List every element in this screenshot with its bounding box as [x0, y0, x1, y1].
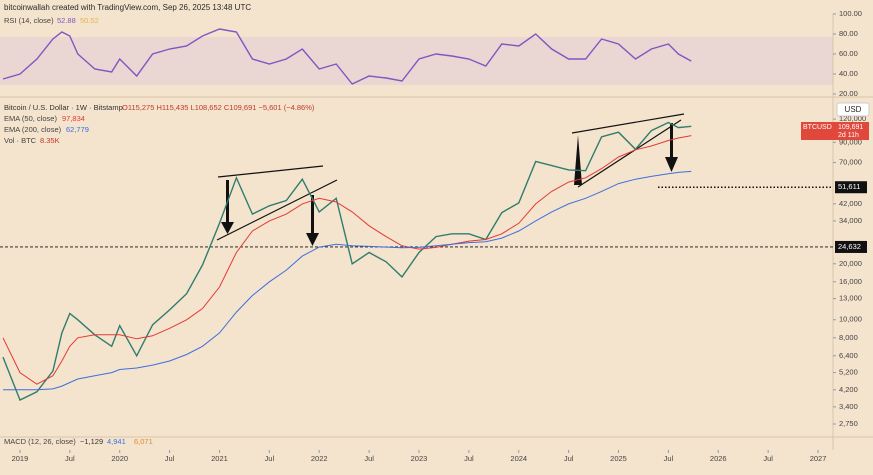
x-tick-label: 2021 [211, 454, 228, 463]
y-tick-label: 2,750 [839, 419, 858, 428]
x-tick-label: Jul [464, 454, 474, 463]
y-tick-label: 40.00 [839, 69, 858, 78]
x-tick-label: 2025 [610, 454, 627, 463]
x-tick-label: 2020 [111, 454, 128, 463]
series-line [2, 28, 692, 85]
y-tick-label: 42,000 [839, 199, 862, 208]
series-line [2, 121, 692, 401]
x-tick-label: 2022 [311, 454, 328, 463]
y-tick-label: 13,000 [839, 294, 862, 303]
x-tick-label: 2027 [810, 454, 827, 463]
y-tick-label: 4,200 [839, 385, 858, 394]
x-tick-label: Jul [165, 454, 175, 463]
y-tick-label: 80.00 [839, 29, 858, 38]
x-tick-label: 2024 [510, 454, 527, 463]
legend-name: RSI (14, close) [4, 16, 54, 25]
y-tick-label: 70,000 [839, 158, 862, 167]
price-value: 109,691 [838, 124, 863, 131]
level-label-box [835, 181, 867, 194]
rsi-band [0, 37, 833, 85]
legend-value: 62,779 [66, 125, 89, 134]
y-tick-label: 20.00 [839, 89, 858, 98]
x-tick-label: Jul [364, 454, 374, 463]
wedge-line [577, 119, 682, 188]
y-tick-label: 90,000 [839, 137, 862, 146]
x-tick-label: 2019 [12, 454, 29, 463]
series-line [2, 135, 692, 385]
legend-value: 52.88 [57, 16, 76, 25]
arrow-head [306, 233, 319, 246]
arrow-head [665, 157, 678, 172]
x-tick-label: Jul [664, 454, 674, 463]
legend-value: −1,129 [80, 437, 103, 446]
legend-name: Vol · BTC [4, 136, 37, 145]
arrow-shaft [311, 195, 314, 235]
legend-name: Bitcoin / U.S. Dollar · 1W · Bitstamp [4, 103, 123, 112]
currency-box [836, 102, 870, 117]
level-label: 24,632 [838, 242, 861, 251]
legend-name: EMA (200, close) [4, 125, 62, 134]
legend-value: 50.52 [80, 16, 99, 25]
legend-value: O115,275 H115,435 L108,652 C109,691 −5,6… [122, 103, 315, 112]
x-tick-label: Jul [564, 454, 574, 463]
legend-name: MACD (12, 26, close) [4, 437, 76, 446]
legend-value: 6,071 [134, 437, 153, 446]
wedge-line [571, 113, 685, 134]
y-tick-label: 34,000 [839, 216, 862, 225]
y-tick-label: 6,400 [839, 351, 858, 360]
y-tick-label: 5,200 [839, 368, 858, 377]
legend-value: 4,941 [107, 437, 126, 446]
arrow-head [221, 222, 234, 234]
legend-value: 8.35K [40, 136, 60, 145]
y-tick-label: 10,000 [839, 315, 862, 324]
y-tick-label: 20,000 [839, 259, 862, 268]
x-tick-label: 2026 [710, 454, 727, 463]
y-tick-label: 3,400 [839, 402, 858, 411]
y-tick-label: 120,000 [839, 114, 866, 123]
price-box [801, 122, 869, 140]
y-tick-label: 8,000 [839, 333, 858, 342]
series-line [3, 170, 692, 391]
level-label-box [835, 240, 867, 253]
legend-value: 97,834 [62, 114, 85, 123]
y-tick-label: 60.00 [839, 49, 858, 58]
y-tick-label: 16,000 [839, 277, 862, 286]
price-countdown: 2d 11h [838, 132, 859, 139]
legend-name: EMA (50, close) [4, 114, 57, 123]
wedge-line [217, 165, 324, 178]
annotations [216, 113, 685, 241]
x-tick-label: Jul [65, 454, 75, 463]
arrow-shaft [670, 123, 673, 159]
arrow-up [574, 135, 582, 185]
y-tick-label: 100.00 [839, 9, 862, 18]
x-tick-label: Jul [763, 454, 773, 463]
wedge-line [216, 179, 338, 241]
currency: USD [845, 105, 862, 114]
price-symbol: BTCUSD [803, 124, 832, 131]
x-tick-label: Jul [265, 454, 275, 463]
caption: bitcoinwallah created with TradingView.c… [4, 3, 251, 12]
x-tick-label: 2023 [411, 454, 428, 463]
level-label: 51,611 [838, 182, 860, 191]
